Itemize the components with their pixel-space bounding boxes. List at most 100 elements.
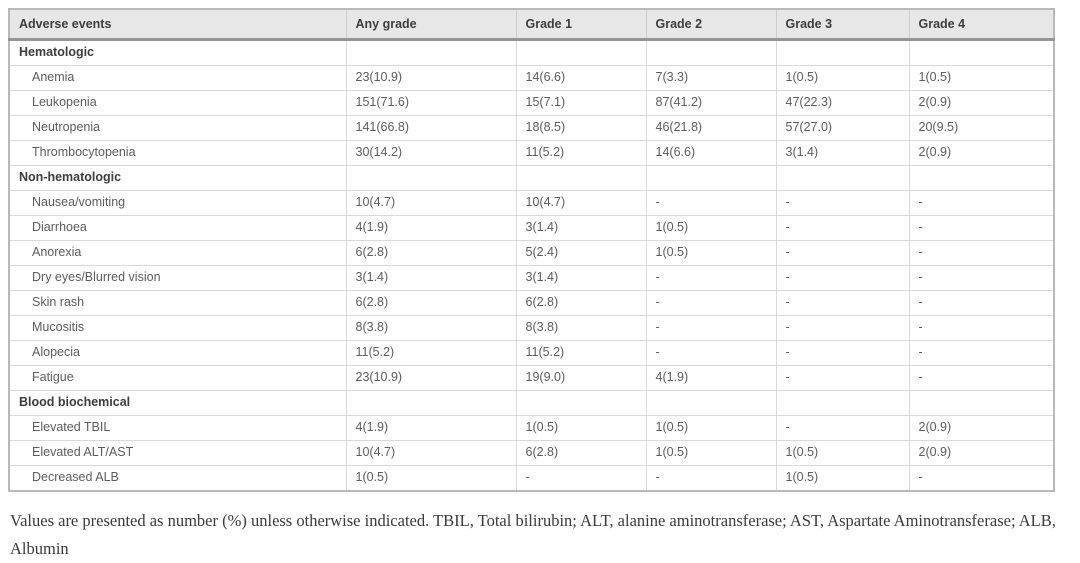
event-label: Anorexia [8, 240, 347, 266]
value-cell: 1(0.5) [775, 465, 910, 492]
empty-cell [908, 165, 1055, 191]
value-cell: - [908, 215, 1055, 241]
empty-cell [645, 390, 777, 416]
value-cell: - [775, 215, 910, 241]
value-cell: - [645, 340, 777, 366]
value-cell: 3(1.4) [515, 265, 647, 291]
empty-cell [515, 390, 647, 416]
empty-cell [775, 390, 910, 416]
table-row: Decreased ALB 1(0.5) - -1(0.5) - [8, 465, 1055, 492]
event-label: Dry eyes/Blurred vision [8, 265, 347, 291]
event-label: Leukopenia [8, 90, 347, 116]
value-cell: - [908, 265, 1055, 291]
table-row: Elevated TBIL 4(1.9) 1(0.5) 1(0.5) -2(0.9) [8, 415, 1055, 441]
value-cell: - [775, 340, 910, 366]
table-row: Leukopenia 151(71.6) 15(7.1) 87(41.2) 47(22.… [8, 90, 1055, 116]
value-cell: 10(4.7) [345, 190, 517, 216]
value-cell: 11(5.2) [515, 340, 647, 366]
value-cell: 1(0.5) [908, 65, 1055, 91]
value-cell: 1(0.5) [775, 440, 910, 466]
empty-cell [345, 165, 517, 191]
value-cell: 11(5.2) [515, 140, 647, 166]
table-row: Dry eyes/Blurred vision 3(1.4) 3(1.4) - - - [8, 265, 1055, 291]
event-label: Skin rash [8, 290, 347, 316]
event-label: Thrombocytopenia [8, 140, 347, 166]
value-cell: 151(71.6) [345, 90, 517, 116]
value-cell: 14(6.6) [515, 65, 647, 91]
value-cell: 6(2.8) [345, 240, 517, 266]
table-footnote: Values are presented as number (%) unles… [10, 511, 1056, 558]
table-row: Alopecia 11(5.2) 11(5.2) - - - [8, 340, 1055, 366]
empty-cell [345, 390, 517, 416]
value-cell: - [908, 290, 1055, 316]
empty-cell [515, 39, 647, 66]
value-cell: 1(0.5) [645, 415, 777, 441]
value-cell: - [645, 190, 777, 216]
value-cell: 1(0.5) [515, 415, 647, 441]
column-header-adverse-events: Adverse events [8, 8, 347, 41]
table-row: Fatigue 23(10.9) 19(9.0) 4(1.9) - - [8, 365, 1055, 391]
value-cell: 8(3.8) [345, 315, 517, 341]
value-cell: 57(27.0) [775, 115, 910, 141]
value-cell: 8(3.8) [515, 315, 647, 341]
column-header-any-grade: Any grade [345, 8, 517, 41]
event-label: Anemia [8, 65, 347, 91]
table-row: Skin rash 6(2.8) 6(2.8) - - - [8, 290, 1055, 316]
value-cell: 4(1.9) [645, 365, 777, 391]
table-header: Adverse events Any grade Grade 1 Grade 2… [8, 8, 1055, 41]
value-cell: 10(4.7) [515, 190, 647, 216]
event-label: Diarrhoea [8, 215, 347, 241]
value-cell: - [645, 465, 777, 492]
category-row: Blood biochemical [8, 390, 1055, 416]
value-cell: - [908, 365, 1055, 391]
header-row: Adverse events Any grade Grade 1 Grade 2… [8, 8, 1055, 41]
value-cell: 2(0.9) [908, 415, 1055, 441]
category-label: Non-hematologic [8, 165, 347, 191]
category-label: Hematologic [8, 39, 347, 66]
event-label: Mucositis [8, 315, 347, 341]
value-cell: 18(8.5) [515, 115, 647, 141]
adverse-events-table: Adverse events Any grade Grade 1 Grade 2… [8, 8, 1055, 492]
table-row: Elevated ALT/AST 10(4.7) 6(2.8) 1(0.5) 1(0.5… [8, 440, 1055, 466]
category-row: Non-hematologic [8, 165, 1055, 191]
empty-cell [775, 165, 910, 191]
value-cell: 2(0.9) [908, 440, 1055, 466]
value-cell: - [775, 265, 910, 291]
value-cell: 6(2.8) [345, 290, 517, 316]
event-label: Decreased ALB [8, 465, 347, 492]
value-cell: 3(1.4) [775, 140, 910, 166]
value-cell: - [775, 240, 910, 266]
category-label: Blood biochemical [8, 390, 347, 416]
value-cell: 6(2.8) [515, 440, 647, 466]
table-row: Thrombocytopenia 30(14.2) 11(5.2) 14(6.6) 3(… [8, 140, 1055, 166]
event-label: Nausea/vomiting [8, 190, 347, 216]
value-cell: 23(10.9) [345, 65, 517, 91]
value-cell: - [908, 190, 1055, 216]
value-cell: 14(6.6) [645, 140, 777, 166]
value-cell: 15(7.1) [515, 90, 647, 116]
empty-cell [908, 39, 1055, 66]
value-cell: 19(9.0) [515, 365, 647, 391]
value-cell: 1(0.5) [645, 240, 777, 266]
value-cell: - [775, 290, 910, 316]
event-label: Elevated ALT/AST [8, 440, 347, 466]
value-cell: 30(14.2) [345, 140, 517, 166]
table-row: Diarrhoea 4(1.9) 3(1.4) 1(0.5) - - [8, 215, 1055, 241]
value-cell: 3(1.4) [345, 265, 517, 291]
value-cell: 7(3.3) [645, 65, 777, 91]
value-cell: 4(1.9) [345, 215, 517, 241]
value-cell: - [775, 415, 910, 441]
value-cell: 10(4.7) [345, 440, 517, 466]
value-cell: 5(2.4) [515, 240, 647, 266]
value-cell: 11(5.2) [345, 340, 517, 366]
value-cell: 141(66.8) [345, 115, 517, 141]
value-cell: 46(21.8) [645, 115, 777, 141]
empty-cell [908, 390, 1055, 416]
value-cell: - [775, 190, 910, 216]
value-cell: - [645, 290, 777, 316]
table-row: Neutropenia 141(66.8) 18(8.5) 46(21.8) 57(27… [8, 115, 1055, 141]
column-header-grade-3: Grade 3 [775, 8, 910, 41]
empty-cell [645, 39, 777, 66]
event-label: Neutropenia [8, 115, 347, 141]
